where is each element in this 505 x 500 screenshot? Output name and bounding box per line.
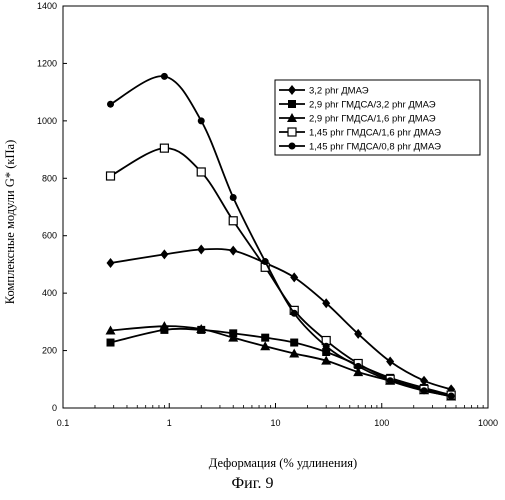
- data-point: [107, 339, 115, 347]
- series-line: [111, 326, 452, 396]
- plot-frame: [63, 6, 488, 408]
- legend-marker: [288, 100, 296, 108]
- data-point: [198, 117, 205, 124]
- series-line: [111, 249, 452, 389]
- y-tick-label: 800: [42, 173, 57, 183]
- y-axis-label: Комплексные модули G* (кПа): [3, 140, 17, 304]
- data-point: [197, 244, 205, 254]
- legend-label: 1,45 phr ГМДСА/0,8 phr ДМАЭ: [309, 142, 441, 153]
- data-point: [161, 73, 168, 80]
- data-point: [229, 217, 237, 225]
- y-tick-label: 0: [52, 403, 57, 413]
- x-tick-label: 100: [374, 418, 389, 428]
- y-tick-label: 1000: [37, 116, 57, 126]
- data-point: [355, 363, 362, 370]
- series-2: [107, 326, 456, 399]
- figure-caption: Фиг. 9: [0, 475, 505, 493]
- data-point: [160, 144, 168, 152]
- data-point: [387, 377, 394, 384]
- legend-label: 3,2 phr ДМАЭ: [309, 86, 369, 97]
- legend-label: 2,9 phr ГМДСА/3,2 phr ДМАЭ: [309, 100, 436, 111]
- series-1: [107, 244, 456, 394]
- data-point: [290, 339, 298, 347]
- data-point: [229, 246, 237, 256]
- data-point: [261, 334, 269, 342]
- data-point: [160, 249, 168, 259]
- y-tick-label: 1200: [37, 58, 57, 68]
- series-line: [111, 329, 452, 395]
- x-tick-label: 0.1: [57, 418, 70, 428]
- legend-marker: [288, 128, 296, 136]
- x-tick-label: 1000: [478, 418, 498, 428]
- data-point: [262, 258, 269, 265]
- data-point: [448, 392, 455, 399]
- y-tick-label: 600: [42, 231, 57, 241]
- legend-marker: [289, 143, 296, 150]
- data-point: [386, 356, 394, 366]
- legend-label: 1,45 phr ГМДСА/1,6 phr ДМАЭ: [309, 128, 441, 139]
- x-tick-label: 10: [270, 418, 280, 428]
- y-tick-label: 1400: [37, 1, 57, 11]
- y-tick-label: 400: [42, 288, 57, 298]
- data-point: [290, 272, 298, 282]
- data-point: [107, 101, 114, 108]
- x-tick-label: 1: [167, 418, 172, 428]
- y-tick-label: 200: [42, 346, 57, 356]
- chart: 0 200 400 600 800 1000 1200 1400 0.1 1 10 100 1000 3…: [0, 0, 505, 475]
- chart-axes: [63, 6, 488, 408]
- x-axis-label: Деформация (% удлинения): [209, 456, 357, 470]
- chart-ticks: 0 200 400 600 800 1000 1200 1400 0.1 1 10 100 1000: [37, 1, 498, 428]
- data-point: [291, 310, 298, 317]
- legend-label: 2,9 phr ГМДСА/1,6 phr ДМАЭ: [309, 114, 436, 125]
- data-point: [323, 343, 330, 350]
- chart-legend: 3,2 phr ДМАЭ 2,9 phr ГМДСА/3,2 phr ДМАЭ 2,…: [275, 80, 480, 155]
- data-point: [421, 387, 428, 394]
- series-line: [111, 148, 452, 395]
- data-point: [107, 258, 115, 268]
- data-point: [197, 168, 205, 176]
- series-4: [107, 144, 456, 399]
- series-3: [106, 321, 457, 400]
- data-point: [230, 194, 237, 201]
- data-point: [107, 172, 115, 180]
